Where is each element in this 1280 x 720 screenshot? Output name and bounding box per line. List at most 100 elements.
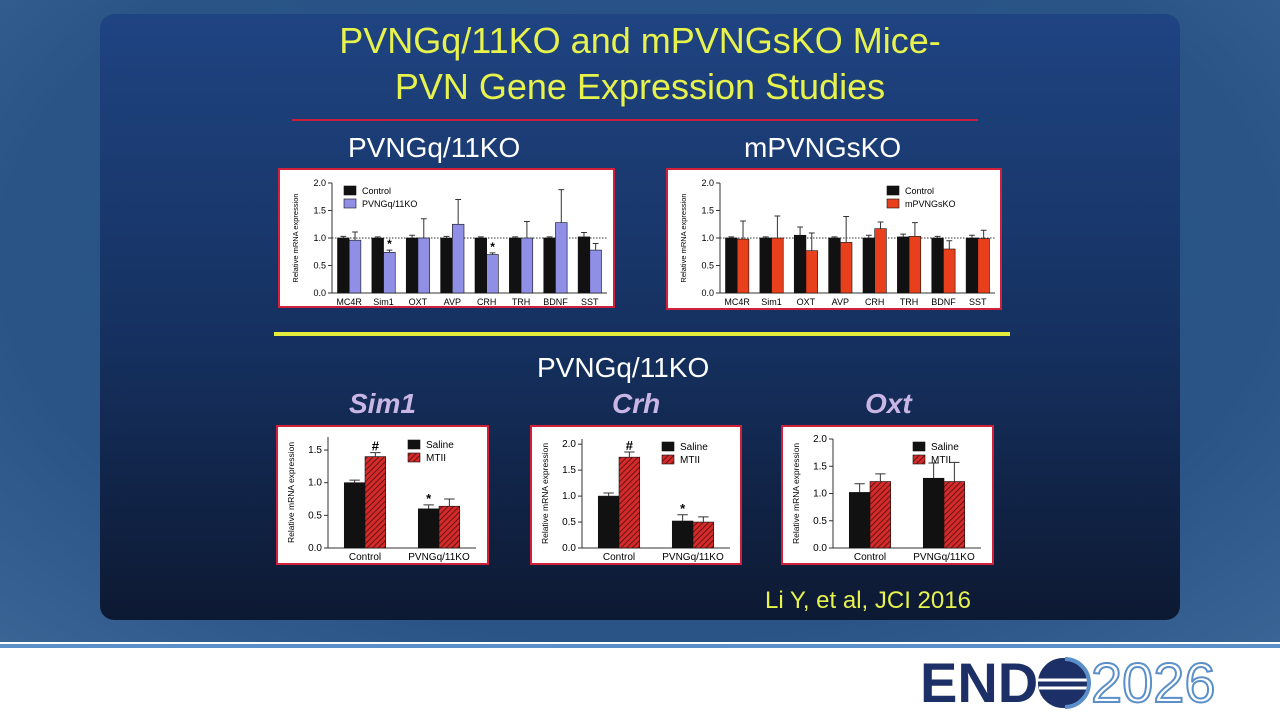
chart-box: Relative mRNA expression 0.0 0.5 1.0 1.5 2.0 C…: [781, 425, 994, 565]
error-bar: [911, 222, 918, 237]
legend-label: PVNGq/11KO: [362, 199, 417, 209]
footer-line: [0, 644, 1280, 648]
legend-swatch: [343, 198, 357, 209]
y-tick-label: 2.0: [313, 178, 326, 188]
bar: [364, 456, 387, 549]
y-tick-label: 1.0: [308, 478, 322, 489]
bar: [417, 508, 440, 549]
bar: [337, 237, 350, 294]
error-bar: [808, 232, 815, 251]
error-bar: [455, 199, 462, 225]
y-tick-label: 0.5: [813, 516, 827, 527]
y-tick-label: 0.0: [813, 543, 827, 554]
bar: [577, 236, 591, 294]
chart-box: Relative mRNA expression 0.0 0.5 1.0 1.5 2.0 *…: [278, 168, 615, 308]
bar: [869, 481, 892, 549]
bar: [555, 222, 568, 294]
legend-label: mPVNGsKO: [905, 199, 956, 209]
error-bar: [374, 236, 381, 238]
title: PVNGq/11KO and mPVNGsKO Mice-: [339, 20, 941, 61]
x-tick-label: PVNGq/11KO: [913, 552, 975, 563]
error-bar: [340, 235, 347, 238]
bar: [405, 237, 419, 294]
legend-label: MTII: [931, 455, 951, 466]
x-tick-label: PVNGq/11KO: [662, 552, 724, 563]
y-tick-label: 1.5: [562, 465, 576, 476]
x-tick-label: SST: [581, 297, 599, 306]
legend-label: Control: [362, 186, 391, 196]
significance-marker: #: [626, 438, 634, 453]
bar: [371, 237, 384, 294]
significance-marker: *: [680, 501, 686, 516]
error-bar: [624, 451, 635, 458]
bar: [862, 237, 875, 294]
y-tick-label: 0.5: [308, 510, 322, 521]
y-tick-label: 0.5: [313, 261, 326, 271]
bar: [383, 252, 396, 294]
error-bar: [928, 462, 939, 479]
bar: [725, 237, 738, 294]
chart-title: Sim1: [349, 388, 416, 419]
x-tick-label: Sim1: [761, 297, 782, 307]
error-bar: [386, 249, 393, 253]
y-tick-label: 0.0: [308, 543, 322, 554]
error-bar: [831, 236, 838, 238]
error-bar: [477, 236, 484, 238]
bar: [759, 237, 772, 294]
bar: [771, 237, 784, 294]
error-bar: [420, 218, 427, 238]
error-bar: [581, 232, 587, 237]
x-tick-label: SST: [969, 297, 987, 307]
significance-marker: *: [387, 237, 392, 251]
legend-label: Saline: [680, 442, 708, 453]
y-tick-label: 1.0: [313, 233, 326, 243]
error-bar: [677, 514, 688, 522]
error-bar: [444, 498, 455, 507]
x-tick-label: AVP: [832, 297, 849, 307]
error-bar: [946, 240, 953, 249]
title: PVN Gene Expression Studies: [394, 66, 886, 107]
y-tick-label: 0.0: [562, 543, 576, 554]
legend-swatch: [661, 454, 675, 465]
y-tick-label: 0.5: [562, 517, 576, 528]
bar: [897, 236, 910, 294]
y-tick-label: 1.5: [701, 206, 714, 216]
y-axis-label: Relative mRNA expression: [286, 442, 296, 543]
y-tick-label: 2.0: [813, 434, 827, 445]
bar: [452, 223, 465, 294]
error-bar: [875, 473, 886, 482]
bar: [589, 249, 602, 294]
bar: [828, 237, 841, 294]
x-tick-label: BDNF: [931, 297, 956, 307]
y-axis-label: Relative mRNA expression: [791, 443, 801, 544]
bar: [692, 521, 715, 549]
legend-swatch: [661, 441, 675, 452]
y-tick-label: 0.5: [701, 261, 714, 271]
error-bar: [592, 243, 599, 251]
y-tick-label: 0.0: [313, 288, 326, 298]
y-tick-label: 1.0: [701, 233, 714, 243]
error-bar: [797, 226, 804, 236]
section-title: PVNGq/11KO: [537, 352, 710, 383]
error-bar: [774, 215, 781, 238]
bar: [922, 477, 945, 549]
chart-box: Relative mRNA expression 0.0 0.5 1.0 1.5 * # Co…: [276, 425, 489, 565]
chart-title: mPVNGsKO: [744, 132, 902, 163]
legend-swatch: [912, 441, 926, 452]
bar: [965, 237, 979, 294]
x-tick-label: MC4R: [336, 297, 362, 306]
x-tick-label: CRH: [865, 297, 885, 307]
error-bar: [865, 234, 872, 238]
chart: Relative mRNA expression 0.0 0.5 1.0 1.5 2.0 *…: [540, 438, 730, 563]
error-bar: [843, 216, 850, 243]
legend-swatch: [343, 185, 357, 196]
bar: [348, 239, 362, 294]
bar: [486, 254, 499, 294]
error-bar: [443, 235, 450, 238]
chart-box: Relative mRNA expression 0.0 0.5 1.0 1.5 2.0 *…: [530, 425, 742, 565]
y-tick-label: 1.0: [562, 491, 576, 502]
divider: [274, 332, 1010, 336]
y-tick-label: 1.5: [308, 445, 322, 456]
error-bar: [558, 189, 565, 223]
